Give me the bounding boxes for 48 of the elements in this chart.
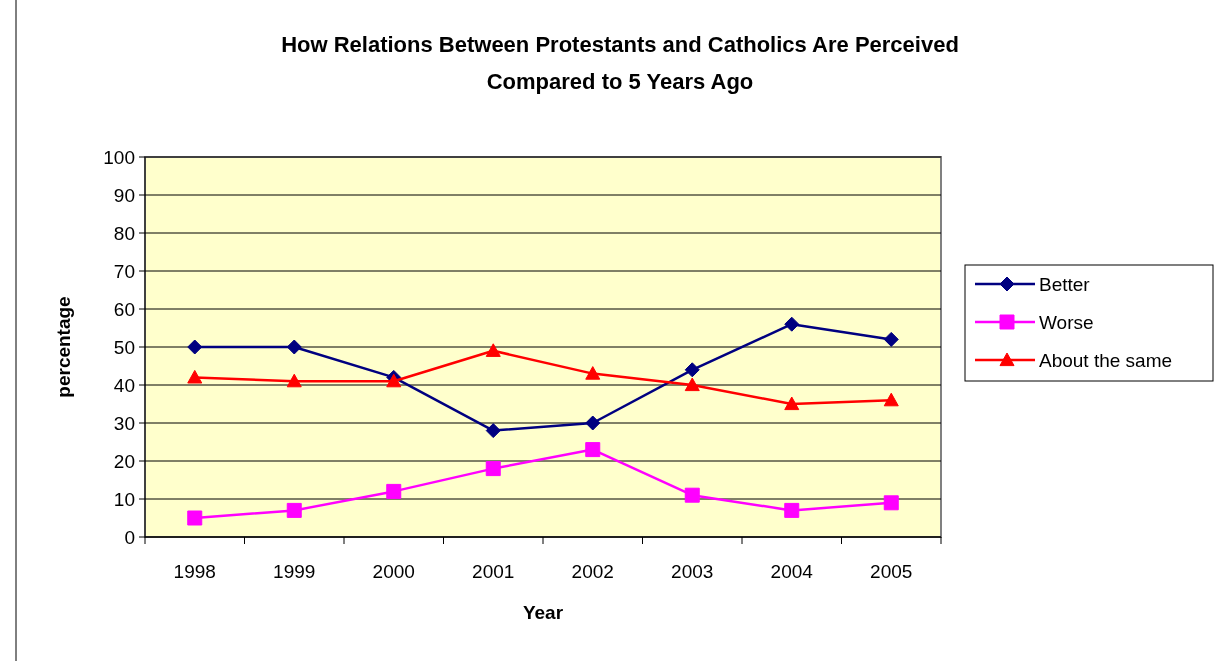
y-tick-label: 60 <box>113 298 135 320</box>
y-axis-title: percentage <box>53 296 74 398</box>
y-tick-label: 70 <box>113 260 135 282</box>
legend-label: About the same <box>1039 349 1173 371</box>
point <box>585 442 601 458</box>
x-tick-label: 2004 <box>770 561 814 582</box>
y-tick-label: 10 <box>113 488 135 510</box>
point <box>286 373 302 388</box>
x-tick-label: 1999 <box>273 561 316 582</box>
point <box>386 373 402 388</box>
point <box>883 392 899 407</box>
y-tick-label: 30 <box>113 412 135 434</box>
point <box>784 502 800 518</box>
x-tick-label: 2003 <box>671 561 714 582</box>
point <box>187 339 203 355</box>
point <box>386 483 402 499</box>
y-tick-label: 0 <box>124 526 135 548</box>
point <box>585 415 601 431</box>
point <box>286 339 302 355</box>
point <box>784 316 800 332</box>
point <box>485 461 501 477</box>
y-tick-label: 80 <box>113 222 135 244</box>
point <box>485 343 501 357</box>
x-tick-label: 2000 <box>372 561 415 582</box>
point <box>286 502 302 518</box>
point <box>684 487 700 503</box>
x-tick-label: 2001 <box>472 561 515 582</box>
point <box>485 423 501 439</box>
point <box>187 369 203 384</box>
y-tick-label: 40 <box>113 374 135 396</box>
x-tick-label: 2002 <box>571 561 614 582</box>
point <box>883 331 899 347</box>
y-tick-label: 100 <box>103 146 135 168</box>
point <box>883 495 899 511</box>
x-axis-title: Year <box>522 602 564 623</box>
legend-label: Better <box>1039 273 1091 295</box>
point <box>585 366 601 380</box>
point <box>684 362 700 378</box>
x-tick-label: 2005 <box>870 561 913 582</box>
y-tick-label: 50 <box>113 336 135 358</box>
y-tick-label: 90 <box>113 184 135 206</box>
point <box>784 396 800 411</box>
point <box>187 510 203 526</box>
legend-label: Worse <box>1039 311 1094 333</box>
point <box>684 377 700 392</box>
y-tick-label: 20 <box>113 450 135 472</box>
x-tick-label: 1998 <box>173 561 216 582</box>
chart-title: How Relations Between Protestants and Catholics Are Perceived Compared to 5 Years Ago <box>281 32 959 94</box>
